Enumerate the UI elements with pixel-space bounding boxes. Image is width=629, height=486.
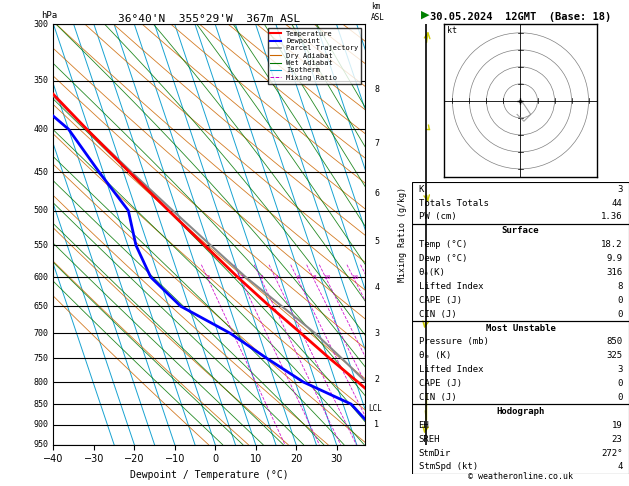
Text: EH: EH [418,421,429,430]
Text: θₑ(K): θₑ(K) [418,268,445,277]
Text: Pressure (mb): Pressure (mb) [418,337,488,347]
Text: CIN (J): CIN (J) [418,393,456,402]
Text: StmDir: StmDir [418,449,451,457]
Text: 550: 550 [34,241,49,250]
Text: Lifted Index: Lifted Index [418,282,483,291]
Bar [412,182,629,224]
Text: 44: 44 [612,199,623,208]
Text: LCL: LCL [368,404,382,413]
Text: CAPE (J): CAPE (J) [418,379,462,388]
Text: 3: 3 [617,185,623,194]
Text: 700: 700 [34,329,49,338]
Legend: Temperature, Dewpoint, Parcel Trajectory, Dry Adiabat, Wet Adiabat, Isotherm, Mi: Temperature, Dewpoint, Parcel Trajectory… [267,28,361,84]
Text: 6: 6 [296,275,300,280]
Text: hPa: hPa [41,11,57,20]
Text: CAPE (J): CAPE (J) [418,296,462,305]
Text: 325: 325 [606,351,623,360]
Text: © weatheronline.co.uk: © weatheronline.co.uk [468,472,573,481]
Text: 600: 600 [34,273,49,281]
Text: 18.2: 18.2 [601,240,623,249]
Text: 9.9: 9.9 [606,254,623,263]
Text: Totals Totals: Totals Totals [418,199,488,208]
Text: 0: 0 [617,393,623,402]
Text: 8: 8 [313,275,316,280]
Text: 900: 900 [34,420,49,430]
Text: 4: 4 [617,462,623,471]
Text: 16: 16 [351,275,359,280]
Text: 8: 8 [617,282,623,291]
Text: 350: 350 [34,76,49,85]
Text: ▶: ▶ [421,9,430,19]
Text: 3: 3 [374,329,379,338]
Text: SREH: SREH [418,434,440,444]
Text: 4: 4 [275,275,278,280]
Text: 650: 650 [34,302,49,311]
Text: θₑ (K): θₑ (K) [418,351,451,360]
Text: Hodograph: Hodograph [496,407,545,416]
Text: 30.05.2024  12GMT  (Base: 18): 30.05.2024 12GMT (Base: 18) [430,12,611,22]
Text: 850: 850 [34,399,49,409]
Text: Lifted Index: Lifted Index [418,365,483,374]
Text: CIN (J): CIN (J) [418,310,456,319]
Text: StmSpd (kt): StmSpd (kt) [418,462,477,471]
Text: Dewp (°C): Dewp (°C) [418,254,467,263]
Text: 500: 500 [34,206,49,215]
Text: 2: 2 [240,275,243,280]
Text: 750: 750 [34,354,49,363]
Bar [412,404,629,474]
Text: 316: 316 [606,268,623,277]
Text: 300: 300 [34,20,49,29]
Bar [412,224,629,321]
Text: Surface: Surface [502,226,539,235]
Text: PW (cm): PW (cm) [418,212,456,222]
Text: 1.36: 1.36 [601,212,623,222]
Text: kt: kt [447,26,457,35]
X-axis label: Dewpoint / Temperature (°C): Dewpoint / Temperature (°C) [130,470,289,480]
Text: 950: 950 [34,440,49,449]
Text: 0: 0 [617,379,623,388]
Text: 19: 19 [612,421,623,430]
Text: 850: 850 [606,337,623,347]
Text: 400: 400 [34,125,49,134]
Text: 800: 800 [34,378,49,386]
Text: 0: 0 [617,296,623,305]
Text: 7: 7 [374,139,379,148]
Text: 272°: 272° [601,449,623,457]
Text: 23: 23 [612,434,623,444]
Text: 8: 8 [374,85,379,94]
Text: K: K [418,185,424,194]
Text: 2: 2 [374,375,379,384]
Title: 36°40'N  355°29'W  367m ASL: 36°40'N 355°29'W 367m ASL [118,14,300,23]
Text: 3: 3 [260,275,264,280]
Text: 3: 3 [617,365,623,374]
Text: 5: 5 [374,237,379,246]
Text: 450: 450 [34,168,49,177]
Text: 10: 10 [323,275,331,280]
Text: Most Unstable: Most Unstable [486,324,555,332]
Text: 6: 6 [374,189,379,198]
Text: Mixing Ratio (g/kg): Mixing Ratio (g/kg) [398,187,407,282]
Text: 1: 1 [206,275,210,280]
Text: 4: 4 [374,283,379,293]
Text: 0: 0 [617,310,623,319]
Text: 1: 1 [374,420,379,430]
Bar [412,321,629,404]
Text: Temp (°C): Temp (°C) [418,240,467,249]
Text: km
ASL: km ASL [371,2,385,22]
